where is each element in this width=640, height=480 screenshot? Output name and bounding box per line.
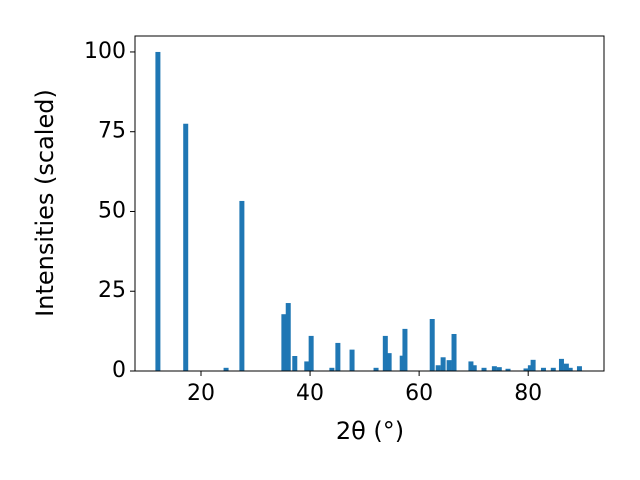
bar bbox=[558, 358, 564, 371]
bar bbox=[239, 200, 245, 371]
bar bbox=[550, 367, 556, 371]
x-tick-label: 80 bbox=[514, 381, 542, 406]
bar bbox=[386, 353, 392, 371]
bar bbox=[304, 361, 310, 371]
bar bbox=[451, 333, 457, 371]
bar bbox=[183, 123, 189, 371]
bar bbox=[505, 368, 511, 371]
bar bbox=[527, 365, 533, 371]
bar bbox=[567, 367, 573, 371]
bar bbox=[563, 363, 569, 371]
x-tick-label: 40 bbox=[296, 381, 324, 406]
bar bbox=[402, 328, 408, 371]
bar bbox=[523, 368, 529, 371]
bar bbox=[329, 367, 335, 371]
bar bbox=[349, 349, 355, 371]
bar bbox=[446, 360, 452, 371]
y-tick-label: 25 bbox=[98, 278, 126, 303]
plot-frame bbox=[134, 35, 605, 372]
bar bbox=[530, 359, 536, 371]
bar bbox=[435, 365, 441, 371]
y-tick-label: 75 bbox=[98, 119, 126, 144]
bar bbox=[155, 51, 161, 371]
bar bbox=[468, 361, 474, 371]
bar bbox=[373, 367, 379, 371]
bar bbox=[491, 366, 497, 371]
bar bbox=[481, 367, 487, 371]
bar bbox=[292, 356, 298, 371]
x-axis-label: 2θ (°) bbox=[336, 417, 404, 445]
y-tick-label: 0 bbox=[112, 358, 126, 383]
x-tick-label: 20 bbox=[187, 381, 215, 406]
y-tick-label: 50 bbox=[98, 198, 126, 223]
bar bbox=[496, 367, 502, 371]
bar bbox=[382, 335, 388, 371]
x-tick-label: 60 bbox=[405, 381, 433, 406]
bar bbox=[540, 367, 546, 371]
bar bbox=[440, 357, 446, 371]
bar bbox=[471, 365, 477, 371]
y-tick-label: 100 bbox=[84, 39, 126, 64]
bar bbox=[223, 367, 229, 371]
y-axis-label: Intensities (scaled) bbox=[31, 89, 59, 317]
bar bbox=[308, 335, 314, 371]
bar bbox=[335, 342, 341, 371]
bar bbox=[281, 314, 287, 371]
bar bbox=[576, 366, 582, 371]
bar bbox=[285, 303, 291, 371]
bar bbox=[429, 318, 435, 371]
bar bbox=[399, 355, 405, 371]
